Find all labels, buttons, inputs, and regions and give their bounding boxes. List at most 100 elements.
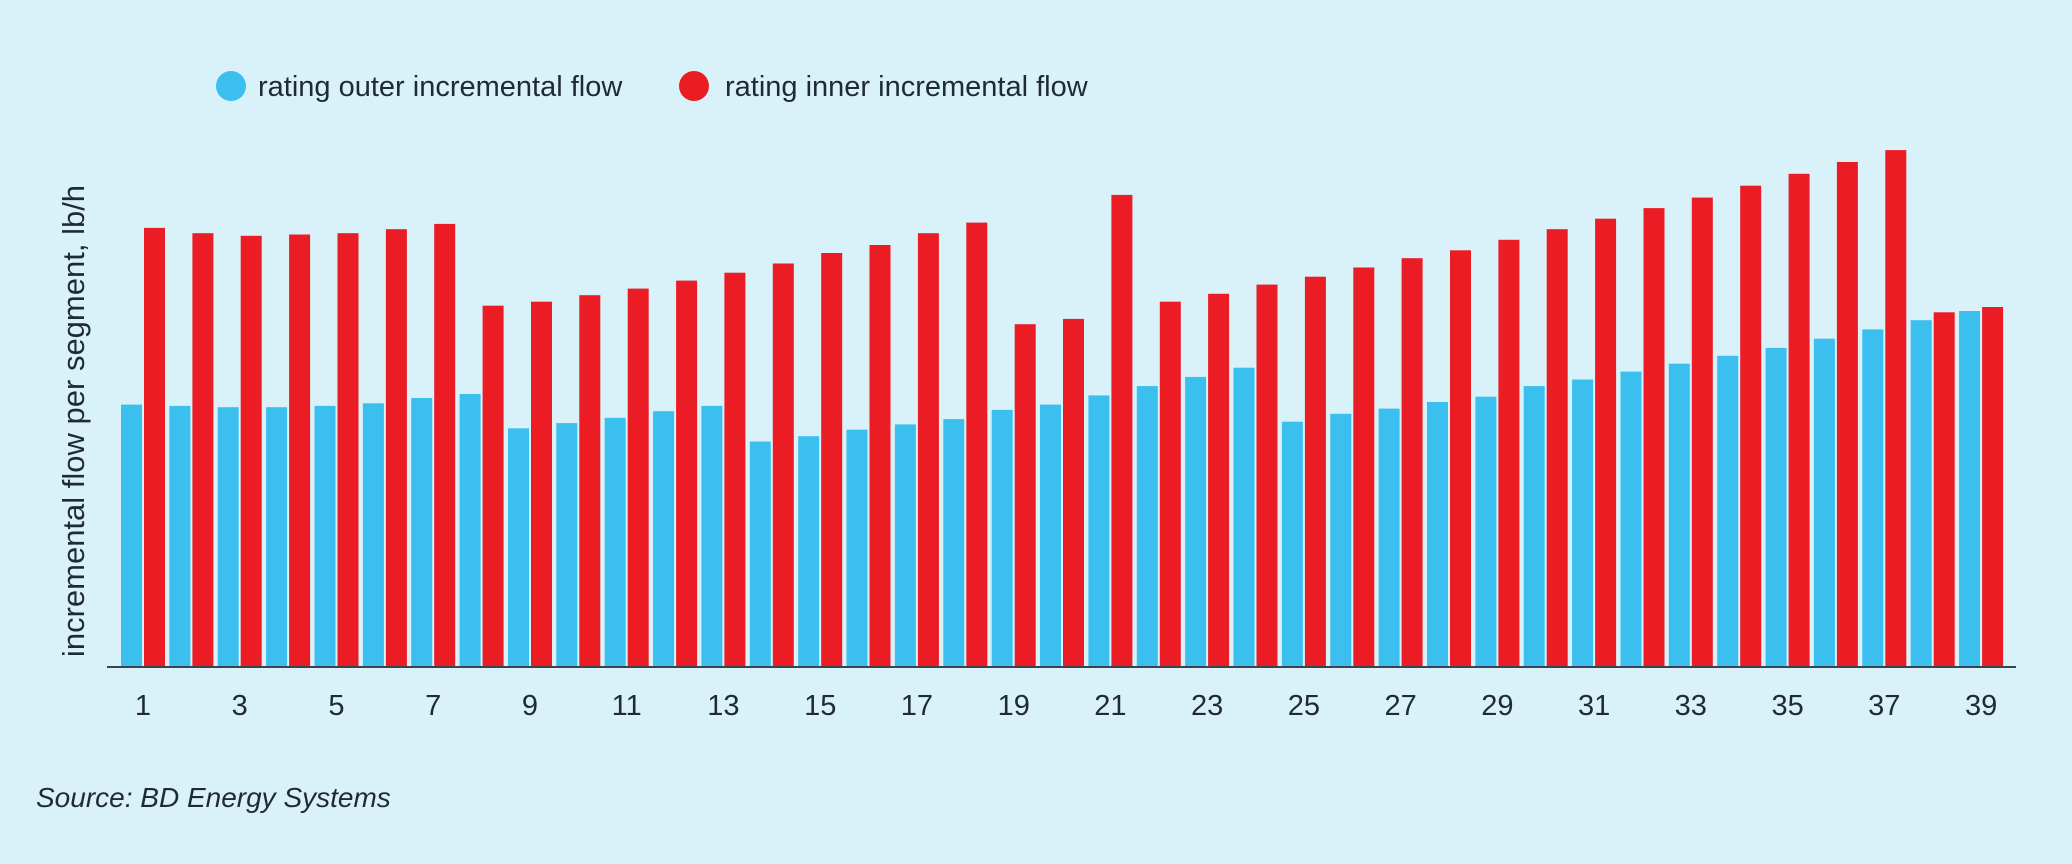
bar-inner-33 (1691, 197, 1713, 667)
bar-outer-2 (169, 405, 191, 667)
bar-outer-7 (411, 398, 433, 667)
source-note: Source: BD Energy Systems (36, 782, 391, 813)
bar-inner-4 (289, 234, 311, 667)
x-tick-label-33: 33 (1675, 690, 1707, 722)
x-tick-labels: 1 3 5 7 9 11 13 15 17 19 21 23 25 27 29 31 33 35 37 39 (135, 690, 1997, 722)
x-tick-label-13: 13 (707, 690, 739, 722)
bar-inner-14 (772, 263, 794, 667)
bar-outer-13 (701, 405, 723, 667)
bar-inner-2 (192, 233, 214, 667)
x-tick-label-39: 39 (1965, 690, 1997, 722)
bar-outer-37 (1862, 329, 1884, 667)
bar-outer-28 (1427, 402, 1448, 667)
bar-inner-7 (434, 223, 456, 667)
bar-outer-15 (798, 436, 820, 667)
y-axis-title: incremental flow per segment, lb/h (56, 185, 91, 657)
x-tick-label-17: 17 (901, 690, 933, 722)
bars-group (121, 150, 2004, 668)
x-tick-label-9: 9 (522, 690, 538, 722)
x-tick-label-27: 27 (1384, 690, 1416, 722)
x-tick-label-37: 37 (1868, 690, 1900, 722)
bar-inner-22 (1159, 301, 1181, 667)
legend-label-inner: rating inner incremental flow (725, 71, 1089, 103)
x-tick-label-7: 7 (425, 690, 441, 722)
bar-outer-25 (1281, 421, 1303, 667)
bar-inner-30 (1546, 229, 1568, 667)
bar-inner-10 (579, 295, 601, 667)
bar-outer-38 (1910, 320, 1932, 667)
x-tick-label-35: 35 (1771, 690, 1803, 722)
bar-inner-15 (821, 253, 843, 667)
bar-inner-18 (966, 222, 988, 667)
bar-outer-10 (556, 423, 578, 667)
bar-outer-29 (1475, 396, 1497, 667)
x-tick-label-11: 11 (612, 690, 642, 722)
bar-outer-17 (894, 424, 916, 667)
bar-inner-39 (1982, 307, 2004, 667)
bar-inner-24 (1256, 284, 1278, 667)
bar-inner-6 (385, 229, 407, 667)
bar-inner-8 (482, 305, 504, 667)
bar-inner-32 (1643, 208, 1665, 667)
bar-inner-3 (240, 235, 262, 668)
bar-outer-19 (991, 409, 1013, 667)
bar-inner-5 (337, 233, 359, 667)
bar-inner-31 (1595, 218, 1617, 667)
bar-outer-27 (1378, 408, 1400, 667)
legend-marker-inner (679, 71, 709, 101)
bar-inner-17 (917, 233, 939, 667)
bar-outer-26 (1330, 413, 1352, 667)
bar-inner-36 (1836, 162, 1858, 667)
bar-inner-1 (144, 227, 165, 667)
bar-outer-30 (1523, 386, 1545, 667)
bar-outer-3 (217, 407, 239, 667)
bar-inner-34 (1740, 185, 1762, 667)
bar-outer-36 (1813, 338, 1835, 667)
bar-inner-35 (1788, 173, 1810, 668)
bar-inner-26 (1353, 267, 1375, 667)
bar-inner-13 (724, 272, 746, 667)
bar-outer-33 (1668, 363, 1690, 667)
bar-inner-23 (1208, 293, 1230, 667)
bar-outer-16 (846, 429, 868, 667)
bar-inner-19 (1014, 324, 1036, 667)
bar-outer-23 (1185, 376, 1207, 667)
bar-inner-25 (1304, 276, 1326, 667)
bar-outer-6 (362, 403, 384, 667)
x-tick-label-5: 5 (328, 690, 344, 722)
bar-inner-21 (1111, 194, 1133, 667)
bar-outer-5 (314, 405, 336, 667)
x-tick-label-3: 3 (232, 690, 248, 722)
legend-marker-outer (216, 71, 246, 101)
x-tick-label-31: 31 (1578, 690, 1610, 722)
bar-inner-28 (1450, 250, 1471, 668)
x-tick-label-21: 21 (1094, 690, 1126, 722)
bar-outer-12 (653, 411, 675, 667)
bar-outer-14 (749, 441, 771, 667)
bar-outer-18 (943, 419, 965, 667)
x-tick-label-25: 25 (1288, 690, 1320, 722)
bar-inner-11 (627, 288, 649, 667)
bar-inner-9 (531, 301, 552, 667)
bar-inner-38 (1933, 312, 1955, 667)
x-tick-label-23: 23 (1191, 690, 1223, 722)
bar-inner-12 (676, 280, 698, 667)
x-tick-label-15: 15 (804, 690, 836, 722)
bar-outer-34 (1717, 355, 1739, 667)
bar-outer-8 (459, 394, 481, 667)
bar-outer-20 (1040, 404, 1061, 667)
x-tick-label-29: 29 (1481, 690, 1513, 722)
bar-outer-32 (1620, 371, 1642, 667)
bar-outer-4 (266, 407, 288, 667)
bar-outer-11 (604, 417, 626, 667)
bar-outer-1 (121, 404, 142, 667)
bar-outer-22 (1136, 386, 1158, 667)
bar-inner-16 (869, 245, 891, 667)
bar-outer-39 (1959, 311, 1981, 667)
bar-outer-31 (1572, 379, 1594, 667)
bar-outer-21 (1088, 395, 1110, 667)
bar-inner-27 (1401, 258, 1423, 667)
legend-label-outer: rating outer incremental flow (258, 71, 623, 103)
bar-outer-24 (1233, 367, 1255, 667)
